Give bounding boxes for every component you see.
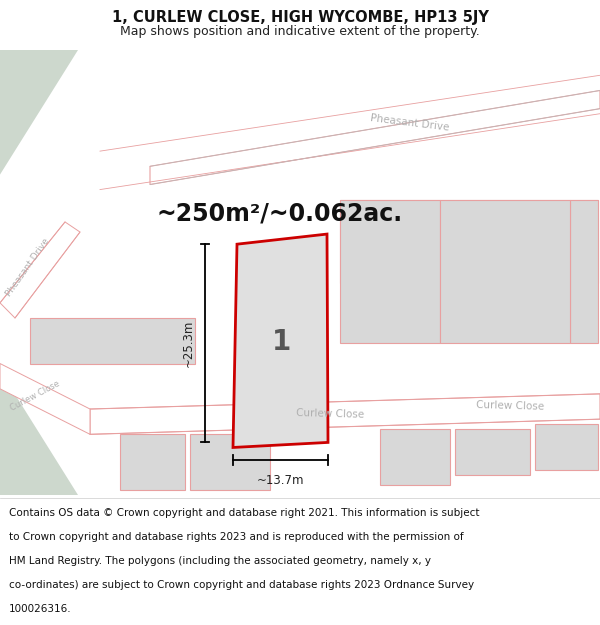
Polygon shape [340, 199, 440, 343]
Text: to Crown copyright and database rights 2023 and is reproduced with the permissio: to Crown copyright and database rights 2… [9, 532, 464, 542]
Text: Curlew Close: Curlew Close [8, 379, 61, 412]
Polygon shape [233, 234, 328, 448]
Text: Pheasant Drive: Pheasant Drive [5, 237, 52, 298]
Polygon shape [190, 434, 270, 490]
Text: co-ordinates) are subject to Crown copyright and database rights 2023 Ordnance S: co-ordinates) are subject to Crown copyr… [9, 580, 474, 590]
Polygon shape [30, 318, 195, 364]
Text: Curlew Close: Curlew Close [296, 408, 364, 420]
Polygon shape [0, 222, 80, 318]
Text: HM Land Registry. The polygons (including the associated geometry, namely x, y: HM Land Registry. The polygons (includin… [9, 556, 431, 566]
Text: 1, CURLEW CLOSE, HIGH WYCOMBE, HP13 5JY: 1, CURLEW CLOSE, HIGH WYCOMBE, HP13 5JY [112, 10, 488, 25]
Polygon shape [340, 199, 598, 282]
Polygon shape [535, 424, 598, 470]
Text: ~25.3m: ~25.3m [182, 319, 195, 367]
Text: Curlew Close: Curlew Close [476, 400, 544, 412]
Text: Map shows position and indicative extent of the property.: Map shows position and indicative extent… [120, 24, 480, 38]
Polygon shape [120, 434, 185, 490]
Polygon shape [380, 429, 450, 485]
Polygon shape [440, 199, 570, 343]
Text: Pheasant Drive: Pheasant Drive [370, 113, 450, 132]
Text: 1: 1 [272, 328, 291, 356]
Text: ~13.7m: ~13.7m [257, 474, 304, 487]
Text: 100026316.: 100026316. [9, 604, 71, 614]
Polygon shape [0, 50, 78, 174]
Text: ~250m²/~0.062ac.: ~250m²/~0.062ac. [157, 202, 403, 226]
Text: Contains OS data © Crown copyright and database right 2021. This information is : Contains OS data © Crown copyright and d… [9, 508, 479, 518]
Polygon shape [150, 91, 600, 184]
Polygon shape [455, 429, 530, 475]
Polygon shape [570, 199, 598, 343]
Polygon shape [0, 371, 78, 495]
Polygon shape [0, 364, 90, 434]
Polygon shape [90, 394, 600, 434]
